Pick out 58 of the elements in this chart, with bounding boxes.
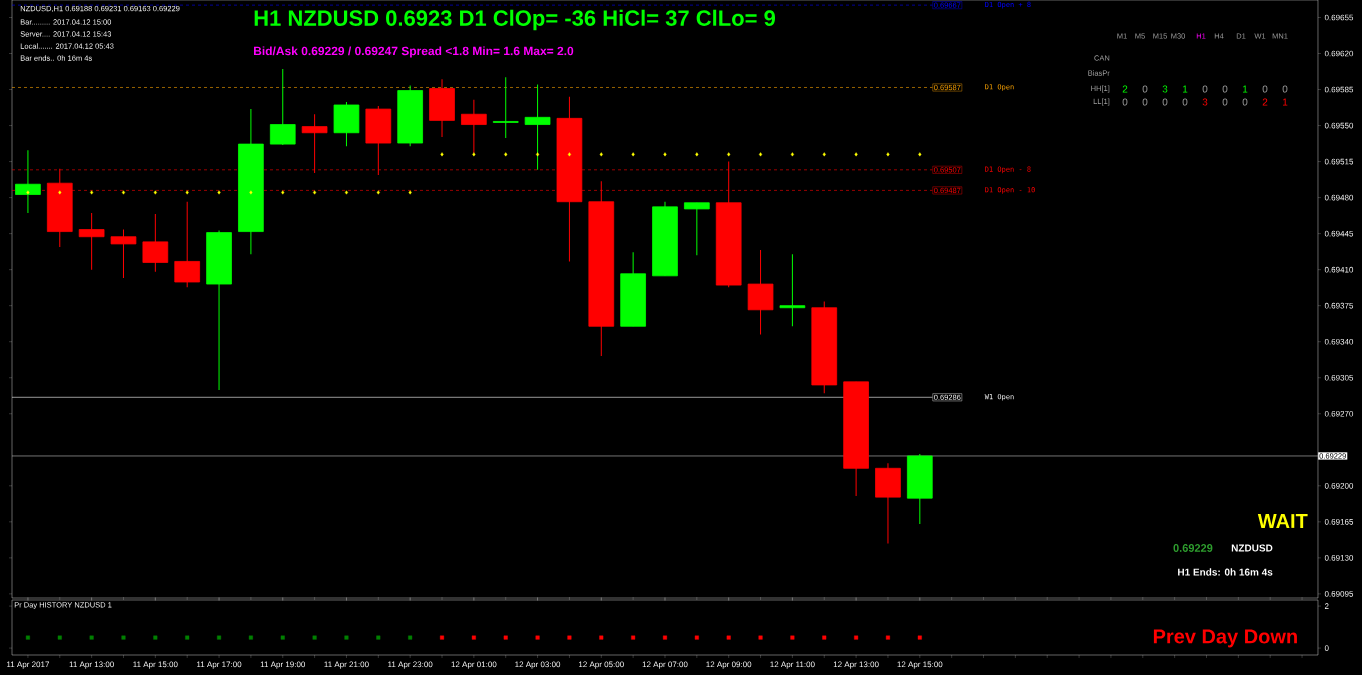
y-tick-label: 0.69305 <box>1324 374 1354 381</box>
annotation: 0 <box>1222 85 1228 93</box>
annotation: 0 <box>1122 98 1128 106</box>
y-tick-label: 0.69585 <box>1324 86 1354 93</box>
x-tick-label: 11 Apr 13:00 <box>69 661 114 669</box>
annotation: 0 <box>1142 85 1148 93</box>
y-tick-label: 0.69340 <box>1324 338 1354 345</box>
y-tick-label: 0.69375 <box>1324 302 1354 309</box>
annotation: 0 <box>1142 98 1148 106</box>
y-tick-label: 0.69620 <box>1324 50 1354 57</box>
annotation: 0.69229 <box>1173 544 1213 552</box>
x-tick-label: 12 Apr 03:00 <box>515 661 561 669</box>
x-tick-label: 12 Apr 09:00 <box>706 661 752 669</box>
x-tick-label: 11 Apr 21:00 <box>324 661 369 669</box>
x-tick-label: 12 Apr 05:00 <box>578 661 624 669</box>
annotation: 0 <box>1282 85 1288 93</box>
annotation: WAIT <box>1257 514 1308 528</box>
x-tick-label: 12 Apr 01:00 <box>451 661 497 669</box>
x-tick-label: 11 Apr 15:00 <box>133 661 178 669</box>
y-tick-label: 2 <box>1324 603 1329 609</box>
y-tick-label: 0.69550 <box>1324 122 1354 129</box>
annotation: 0 <box>1262 85 1268 93</box>
x-tick-label: 12 Apr 07:00 <box>642 661 688 669</box>
x-tick-label: 12 Apr 13:00 <box>833 661 879 669</box>
annotation: 0 <box>1162 98 1168 106</box>
y-tick-label: 0.69655 <box>1324 14 1354 21</box>
y-tick-label: 0.69165 <box>1324 519 1354 525</box>
y-tick-label: 0.69130 <box>1324 555 1354 561</box>
y-tick-label: 0.69480 <box>1324 194 1354 201</box>
x-tick-label: 11 Apr 19:00 <box>260 661 306 669</box>
y-tick-label: 0.69270 <box>1324 410 1354 417</box>
text: Bid/Ask 0.69229 / 0.69247 Spread <1.8 Min= 1.6 Max= 2.0 <box>254 46 574 58</box>
annotation: 0 <box>1202 85 1208 93</box>
x-tick-label: 12 Apr 11:00 <box>770 661 815 669</box>
x-tick-label: 12 Apr 15:00 <box>897 661 943 669</box>
x-tick-label: 11 Apr 17:00 <box>197 661 242 669</box>
y-tick-label: 0.69095 <box>1324 591 1354 597</box>
y-tick-label: 0.69410 <box>1324 266 1354 273</box>
annotation: 2 <box>1262 98 1268 106</box>
annotation: 1 <box>1183 85 1188 93</box>
annotation: NZDUSD <box>1231 544 1273 552</box>
y-tick-label: 0.69445 <box>1324 230 1354 237</box>
annotation: 3 <box>1162 85 1168 93</box>
annotation: 1 <box>1283 98 1288 106</box>
annotation: 0 <box>1222 98 1228 106</box>
x-tick-label: 11 Apr 23:00 <box>388 661 433 669</box>
y-tick-label: 0 <box>1324 645 1329 651</box>
annotation: 3 <box>1202 98 1208 106</box>
annotation: Prev Day Down <box>1153 629 1297 648</box>
annotation: 0 <box>1182 98 1188 106</box>
chart-title: H1 NZDUSD 0.6923 D1 ClOp= -36 HiCl= 37 ClLo= 9 <box>254 9 776 31</box>
annotation: 0 <box>1242 98 1248 106</box>
annotation: 2 <box>1122 85 1128 93</box>
annotation: H1 Ends: 0h 16m 4s <box>1178 568 1273 576</box>
y-tick-label: 0.69515 <box>1324 158 1354 165</box>
annotation: 1 <box>1243 85 1248 93</box>
y-tick-label: 0.69200 <box>1324 482 1354 489</box>
x-tick-label: 11 Apr 2017 <box>7 661 50 669</box>
